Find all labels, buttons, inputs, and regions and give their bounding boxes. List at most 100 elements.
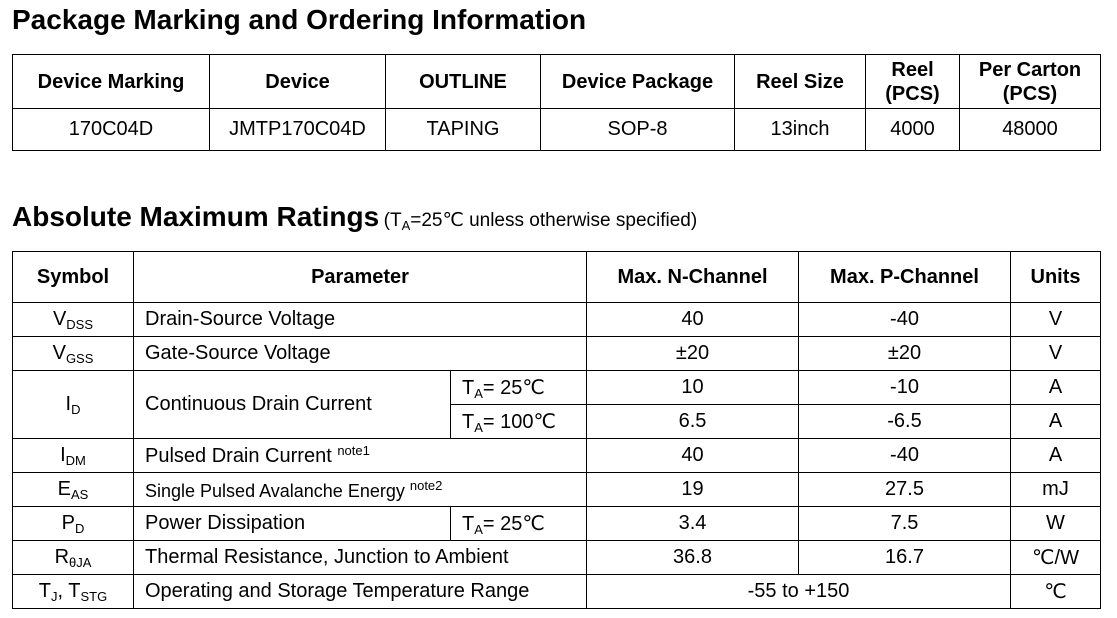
cond-id-25: TA= 25℃ — [450, 370, 587, 405]
col-per-carton: Per Carton (PCS) — [959, 54, 1101, 109]
col-per-carton-line2: (PCS) — [1002, 82, 1058, 105]
n-rth: 36.8 — [586, 540, 799, 575]
cond-sub: A — [474, 521, 483, 537]
row-vgss: VGSS Gate-Source Voltage ±20 ±20 V — [12, 336, 1101, 371]
row-id-25: ID Continuous Drain Current TA= 25℃ 10 -… — [12, 370, 1101, 439]
symbol-main: I — [60, 443, 66, 466]
subtitle-post: =25℃ unless otherwise specified) — [410, 210, 698, 231]
col-reel-pcs-line1: Reel — [891, 58, 934, 81]
symbol-sub: GSS — [65, 350, 94, 366]
symbol-eas: EAS — [12, 472, 134, 507]
p-id-100: -6.5 — [798, 404, 1011, 439]
col-symbol: Symbol — [12, 251, 134, 303]
ratings-heading: Absolute Maximum Ratings (TA=25℃ unless … — [12, 199, 697, 244]
cond-post: = 100℃ — [482, 410, 556, 433]
p-eas: 27.5 — [798, 472, 1011, 507]
cond-id-100: TA= 100℃ — [450, 404, 587, 439]
symbol-sub: AS — [71, 486, 89, 502]
col-parameter: Parameter — [133, 251, 587, 303]
row-pd: PD Power Dissipation TA= 25℃ 3.4 7.5 W — [12, 506, 1101, 541]
cell-reel-pcs: 4000 — [865, 108, 960, 151]
col-reel-size: Reel Size — [734, 54, 866, 109]
value-tj: -55 to +150 — [586, 574, 1011, 609]
n-vdss: 40 — [586, 302, 799, 337]
n-vgss: ±20 — [586, 336, 799, 371]
param-vgss: Gate-Source Voltage — [133, 336, 587, 371]
cond-sub: A — [474, 419, 483, 435]
symbol-tj: TJ, TSTG — [12, 574, 134, 609]
symbol-sub: J — [51, 588, 58, 604]
col-reel-pcs: Reel (PCS) — [865, 54, 960, 109]
symbol-main: V — [52, 307, 67, 330]
unit-vdss: V — [1010, 302, 1101, 337]
col-device: Device — [209, 54, 386, 109]
cell-device: JMTP170C04D — [209, 108, 386, 151]
ratings-title: Absolute Maximum Ratings — [12, 201, 380, 232]
symbol-main: E — [57, 477, 71, 500]
col-device-package: Device Package — [540, 54, 735, 109]
ordering-table: Device Marking Device OUTLINE Device Pac… — [12, 54, 1101, 151]
n-id-25: 10 — [586, 370, 799, 405]
row-rth: RθJA Thermal Resistance, Junction to Amb… — [12, 540, 1101, 575]
unit-pd: W — [1010, 506, 1101, 541]
cond-sub: A — [474, 385, 483, 401]
note-ref: note2 — [409, 477, 443, 493]
symbol-main: V — [52, 341, 66, 364]
col-units: Units — [1010, 251, 1101, 303]
unit-eas: mJ — [1010, 472, 1101, 507]
col-reel-pcs-line2: (PCS) — [885, 82, 940, 105]
p-vgss: ±20 — [798, 336, 1011, 371]
symbol-idm: IDM — [12, 438, 134, 473]
param-id: Continuous Drain Current — [133, 370, 451, 439]
ratings-subtitle: (TA=25℃ unless otherwise specified) — [383, 210, 698, 233]
ratings-header-row: Symbol Parameter Max. N-Channel Max. P-C… — [12, 251, 1101, 303]
symbol-sub: DM — [65, 452, 86, 468]
param-idm: Pulsed Drain Current note1 — [133, 438, 587, 473]
p-idm: -40 — [798, 438, 1011, 473]
note-ref: note1 — [337, 443, 370, 458]
cell-outline: TAPING — [385, 108, 541, 151]
symbol-sub: D — [74, 520, 85, 536]
symbol-vdss: VDSS — [12, 302, 134, 337]
unit-id-100: A — [1010, 404, 1101, 439]
p-id-25: -10 — [798, 370, 1011, 405]
cell-reel-size: 13inch — [734, 108, 866, 151]
symbol-main: P — [61, 511, 75, 534]
col-per-carton-line1: Per Carton — [978, 58, 1082, 81]
symbol-sub: D — [71, 401, 81, 417]
n-eas: 19 — [586, 472, 799, 507]
param-tj: Operating and Storage Temperature Range — [133, 574, 587, 609]
subtitle-sub: A — [401, 218, 411, 233]
symbol-vgss: VGSS — [12, 336, 134, 371]
unit-tj: ℃ — [1010, 574, 1101, 609]
unit-id-25: A — [1010, 370, 1101, 405]
symbol-rth: RθJA — [12, 540, 134, 575]
cell-marking: 170C04D — [12, 108, 210, 151]
symbol-main: I — [65, 392, 72, 415]
symbol-pd: PD — [12, 506, 134, 541]
cond-main: T — [462, 410, 475, 433]
symbol-main: R — [54, 545, 70, 568]
n-idm: 40 — [586, 438, 799, 473]
symbol-sub: DSS — [66, 316, 94, 332]
cond-post: = 25℃ — [482, 376, 545, 399]
param-vdss: Drain-Source Voltage — [133, 302, 587, 337]
n-id-100: 6.5 — [586, 404, 799, 439]
ordering-title: Package Marking and Ordering Information — [12, 4, 587, 35]
cond-main: T — [462, 512, 475, 535]
p-pd: 7.5 — [798, 506, 1011, 541]
cond-main: T — [462, 376, 475, 399]
cond-pd: TA= 25℃ — [450, 506, 587, 541]
p-rth: 16.7 — [798, 540, 1011, 575]
symbol-sep: , T — [57, 579, 81, 602]
ordering-header-row: Device Marking Device OUTLINE Device Pac… — [12, 54, 1101, 109]
symbol-sub-2: STG — [80, 588, 108, 604]
param-pd: Power Dissipation — [133, 506, 451, 541]
ratings-table: Symbol Parameter Max. N-Channel Max. P-C… — [12, 251, 1101, 609]
subtitle-pre: (T — [383, 210, 402, 231]
symbol-main: T — [38, 579, 51, 602]
col-device-marking: Device Marking — [12, 54, 210, 109]
col-max-p: Max. P-Channel — [798, 251, 1011, 303]
n-pd: 3.4 — [586, 506, 799, 541]
unit-idm: A — [1010, 438, 1101, 473]
